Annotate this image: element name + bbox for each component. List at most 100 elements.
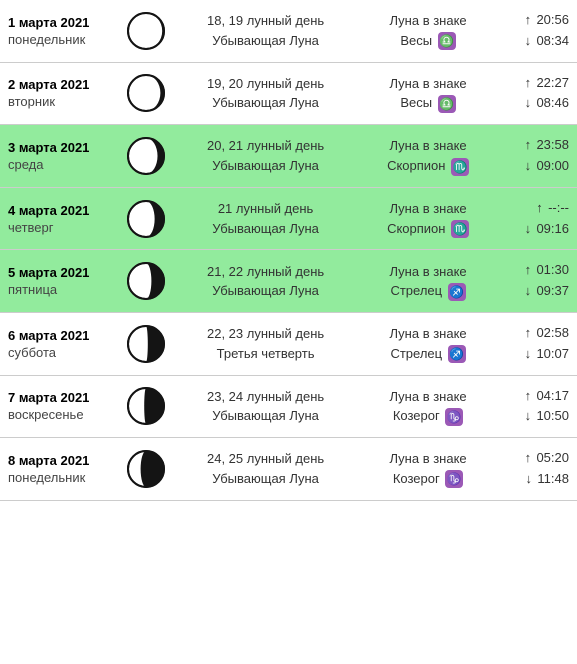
lunar-day-cell: 20, 21 лунный день Убывающая Луна [176,136,355,175]
day-of-week: воскресенье [8,407,116,422]
calendar-row[interactable]: 5 марта 2021 пятница 21, 22 лунный день … [0,250,577,313]
times-cell: ↑ --:-- ↓ 09:16 [501,198,569,240]
moon-phase-icon [120,199,172,239]
times-cell: ↑ 22:27 ↓ 08:46 [501,73,569,115]
date-cell: 1 марта 2021 понедельник [8,15,116,47]
zodiac-cell: Луна в знаке Весы ♎ [359,74,497,113]
lunar-day-text: 24, 25 лунный день [176,449,355,469]
zodiac-glyph-icon: ♑ [445,408,463,426]
lunar-phase-name: Убывающая Луна [176,93,355,113]
zodiac-sign: Весы ♎ [359,31,497,51]
calendar-row[interactable]: 2 марта 2021 вторник 19, 20 лунный день … [0,63,577,126]
lunar-day-text: 18, 19 лунный день [176,11,355,31]
calendar-row[interactable]: 6 марта 2021 суббота 22, 23 лунный день … [0,313,577,376]
moonset-time: ↓ 10:50 [501,406,569,427]
moonrise-time: ↑ 04:17 [501,386,569,407]
zodiac-label: Луна в знаке [359,74,497,94]
calendar-row[interactable]: 7 марта 2021 воскресенье 23, 24 лунный д… [0,376,577,439]
moonset-time: ↓ 08:34 [501,31,569,52]
zodiac-glyph-icon: ♑ [445,470,463,488]
lunar-day-cell: 21 лунный день Убывающая Луна [176,199,355,238]
moon-phase-icon [120,324,172,364]
moon-phase-icon [120,261,172,301]
day-of-week: понедельник [8,470,116,485]
date-cell: 7 марта 2021 воскресенье [8,390,116,422]
lunar-day-cell: 18, 19 лунный день Убывающая Луна [176,11,355,50]
date-cell: 4 марта 2021 четверг [8,203,116,235]
moonset-time: ↓ 10:07 [501,344,569,365]
zodiac-label: Луна в знаке [359,262,497,282]
lunar-phase-name: Третья четверть [176,344,355,364]
calendar-row[interactable]: 3 марта 2021 среда 20, 21 лунный день Уб… [0,125,577,188]
calendar-row[interactable]: 1 марта 2021 понедельник 18, 19 лунный д… [0,0,577,63]
times-cell: ↑ 01:30 ↓ 09:37 [501,260,569,302]
zodiac-cell: Луна в знаке Стрелец ♐ [359,262,497,301]
moonrise-time: ↑ --:-- [501,198,569,219]
lunar-day-cell: 19, 20 лунный день Убывающая Луна [176,74,355,113]
zodiac-glyph-icon: ♏ [451,158,469,176]
zodiac-cell: Луна в знаке Скорпион ♏ [359,199,497,238]
times-cell: ↑ 05:20 ↓ 11:48 [501,448,569,490]
moonrise-time: ↑ 02:58 [501,323,569,344]
date-text: 6 марта 2021 [8,328,116,343]
zodiac-label: Луна в знаке [359,11,497,31]
zodiac-cell: Луна в знаке Стрелец ♐ [359,324,497,363]
zodiac-sign: Весы ♎ [359,93,497,113]
lunar-day-text: 20, 21 лунный день [176,136,355,156]
zodiac-cell: Луна в знаке Весы ♎ [359,11,497,50]
moon-phase-icon [120,449,172,489]
zodiac-label: Луна в знаке [359,449,497,469]
moonrise-time: ↑ 05:20 [501,448,569,469]
moon-phase-icon [120,73,172,113]
zodiac-sign: Стрелец ♐ [359,281,497,301]
day-of-week: суббота [8,345,116,360]
moonset-time: ↓ 09:00 [501,156,569,177]
moonset-time: ↓ 08:46 [501,93,569,114]
moonrise-time: ↑ 22:27 [501,73,569,94]
zodiac-glyph-icon: ♎ [438,32,456,50]
date-text: 1 марта 2021 [8,15,116,30]
lunar-day-text: 21 лунный день [176,199,355,219]
lunar-day-text: 21, 22 лунный день [176,262,355,282]
calendar-row[interactable]: 4 марта 2021 четверг 21 лунный день Убыв… [0,188,577,251]
moon-phase-icon [120,386,172,426]
day-of-week: среда [8,157,116,172]
moonrise-time: ↑ 20:56 [501,10,569,31]
times-cell: ↑ 23:58 ↓ 09:00 [501,135,569,177]
day-of-week: четверг [8,220,116,235]
moonset-time: ↓ 09:37 [501,281,569,302]
lunar-phase-name: Убывающая Луна [176,156,355,176]
lunar-day-cell: 23, 24 лунный день Убывающая Луна [176,387,355,426]
date-text: 2 марта 2021 [8,77,116,92]
zodiac-label: Луна в знаке [359,387,497,407]
lunar-phase-name: Убывающая Луна [176,406,355,426]
lunar-phase-name: Убывающая Луна [176,219,355,239]
date-text: 7 марта 2021 [8,390,116,405]
zodiac-glyph-icon: ♐ [448,283,466,301]
zodiac-glyph-icon: ♐ [448,345,466,363]
times-cell: ↑ 04:17 ↓ 10:50 [501,386,569,428]
lunar-day-text: 22, 23 лунный день [176,324,355,344]
zodiac-glyph-icon: ♏ [451,220,469,238]
lunar-day-cell: 24, 25 лунный день Убывающая Луна [176,449,355,488]
moon-phase-icon [120,11,172,51]
zodiac-cell: Луна в знаке Скорпион ♏ [359,136,497,175]
date-cell: 3 марта 2021 среда [8,140,116,172]
date-text: 3 марта 2021 [8,140,116,155]
moonset-time: ↓ 11:48 [501,469,569,490]
date-cell: 5 марта 2021 пятница [8,265,116,297]
times-cell: ↑ 02:58 ↓ 10:07 [501,323,569,365]
moonset-time: ↓ 09:16 [501,219,569,240]
zodiac-sign: Скорпион ♏ [359,219,497,239]
zodiac-sign: Козерог ♑ [359,406,497,426]
lunar-day-text: 23, 24 лунный день [176,387,355,407]
date-text: 4 марта 2021 [8,203,116,218]
calendar-row[interactable]: 8 марта 2021 понедельник 24, 25 лунный д… [0,438,577,501]
lunar-day-cell: 22, 23 лунный день Третья четверть [176,324,355,363]
zodiac-sign: Козерог ♑ [359,469,497,489]
zodiac-label: Луна в знаке [359,324,497,344]
day-of-week: вторник [8,94,116,109]
zodiac-cell: Луна в знаке Козерог ♑ [359,449,497,488]
zodiac-label: Луна в знаке [359,136,497,156]
lunar-day-text: 19, 20 лунный день [176,74,355,94]
